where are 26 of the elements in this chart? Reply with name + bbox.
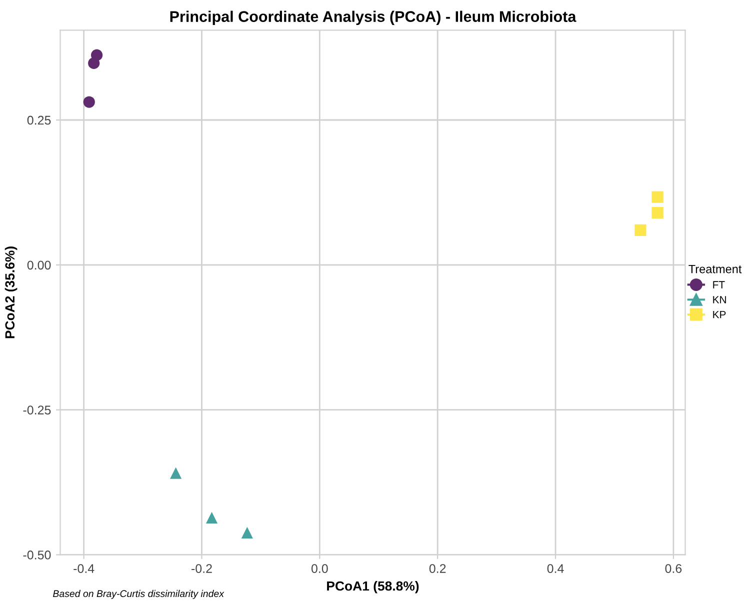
point	[83, 96, 95, 108]
x-tick-label: 0.0	[311, 564, 328, 573]
x-tick-label: 0.2	[429, 564, 446, 573]
point	[634, 224, 646, 236]
point	[88, 57, 100, 69]
x-tick-label: -0.2	[192, 564, 212, 573]
y-axis-title: PCoA2 (35.6%)	[4, 246, 18, 338]
legend-title: Treatment	[688, 265, 742, 274]
y-tick-label: -0.25	[23, 406, 51, 414]
legend-label: KN	[713, 296, 726, 304]
legend-label: FT	[713, 281, 725, 288]
legend-label: KP	[713, 311, 726, 318]
x-tick-label: 0.4	[547, 564, 564, 573]
point	[206, 512, 218, 524]
chart-title: Principal Coordinate Analysis (PCoA) - Ileum Microbiota	[170, 10, 576, 25]
point	[652, 206, 664, 219]
point	[241, 526, 253, 539]
x-axis-title: PCoA1 (58.8%)	[327, 580, 419, 594]
point	[170, 467, 182, 479]
x-tick-label: 0.6	[665, 564, 682, 573]
y-tick-label: 0.00	[27, 260, 51, 270]
y-tick-label: -0.50	[23, 550, 51, 560]
text: Based on Bray-Curtis dissimilarity index	[53, 590, 224, 599]
y-tick-label: 0.25	[27, 116, 51, 125]
point	[652, 191, 664, 203]
x-tick-label: -0.4	[74, 564, 94, 573]
